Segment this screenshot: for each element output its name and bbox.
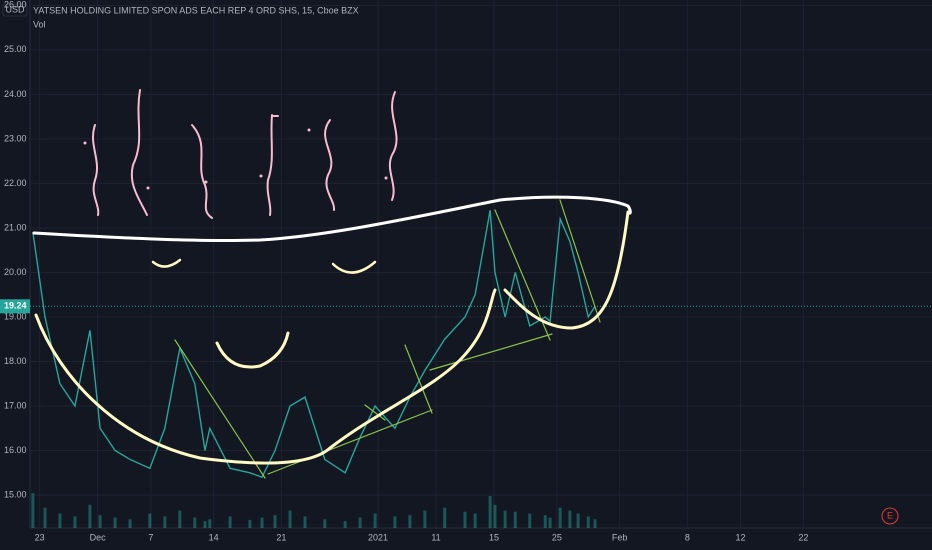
x-tick-label: 11 — [431, 532, 440, 542]
volume-bar — [303, 516, 307, 528]
currency-box — [2, 3, 28, 17]
volume-bar — [203, 521, 207, 528]
y-tick-label: 23.00 — [4, 133, 27, 143]
y-tick-label: 21.00 — [4, 222, 27, 232]
volume-bar — [43, 507, 47, 528]
y-tick-label: 18.00 — [4, 356, 27, 366]
volume-bar — [260, 517, 264, 528]
volume-bar — [113, 517, 117, 528]
volume-bar — [31, 493, 35, 528]
volume-bar — [73, 516, 77, 528]
volume-bar — [358, 517, 362, 528]
volume-label: Vol — [33, 19, 46, 29]
y-tick-label: 25.00 — [4, 44, 27, 54]
volume-bar — [193, 517, 197, 528]
x-tick-label: 21 — [276, 532, 286, 542]
volume-bar — [208, 519, 212, 528]
volume-bar — [273, 515, 277, 528]
volume-bar — [548, 517, 552, 528]
x-tick-label: 15 — [489, 532, 499, 542]
volume — [31, 493, 597, 528]
x-tick-label: Dec — [90, 532, 107, 542]
volume-bar — [543, 515, 547, 528]
drawings — [32, 89, 632, 479]
volume-bar — [163, 516, 167, 528]
chart-title: YATSEN HOLDING LIMITED SPON ADS EACH REP… — [33, 5, 359, 15]
volume-bar — [528, 513, 532, 528]
volume-bar — [423, 510, 427, 528]
y-tick-label: 26.00 — [4, 0, 27, 10]
volume-bar — [488, 496, 492, 528]
earnings-label[interactable]: E — [887, 510, 893, 520]
volume-bar — [593, 519, 597, 528]
volume-bar — [228, 516, 232, 528]
volume-bar — [443, 507, 447, 528]
x-tick-label: 23 — [35, 532, 45, 542]
volume-bar — [586, 516, 590, 528]
y-tick-label: 17.00 — [4, 400, 27, 410]
volume-bar — [473, 513, 477, 528]
volume-bar — [513, 511, 517, 528]
volume-bar — [576, 513, 580, 528]
volume-bar — [248, 519, 252, 528]
volume-bar — [98, 515, 102, 528]
volume-bar — [58, 513, 62, 528]
y-tick-label: 20.00 — [4, 267, 27, 277]
volume-bar — [493, 504, 497, 528]
x-tick-label: 25 — [552, 532, 562, 542]
volume-bar — [408, 515, 412, 528]
price-line — [32, 210, 596, 479]
volume-bar — [323, 519, 327, 528]
volume-bar — [568, 510, 572, 528]
x-tick-label: 7 — [148, 532, 153, 542]
volume-bar — [343, 521, 347, 528]
last-price-tag — [0, 299, 30, 314]
last-price-label: 19.24 — [4, 301, 27, 311]
x-tick-label: 12 — [735, 532, 745, 542]
x-tick-label: 14 — [209, 532, 219, 542]
volume-bar — [288, 510, 292, 528]
volume-bar — [373, 513, 377, 528]
x-tick-label: 22 — [798, 532, 808, 542]
y-tick-label: 19.00 — [4, 311, 27, 321]
y-tick-label: 15.00 — [4, 489, 27, 499]
volume-bar — [178, 510, 182, 528]
volume-bar — [393, 516, 397, 528]
y-tick-label: 22.00 — [4, 178, 27, 188]
volume-bar — [88, 504, 92, 528]
grid — [30, 0, 932, 528]
volume-bar — [463, 511, 467, 528]
earnings-marker[interactable] — [881, 507, 899, 525]
volume-bar — [148, 513, 152, 528]
x-tick-label: Feb — [612, 532, 628, 542]
volume-bar — [503, 510, 507, 528]
x-tick-label: 2021 — [368, 532, 388, 542]
volume-bar — [558, 507, 562, 528]
y-tick-label: 16.00 — [4, 445, 27, 455]
x-tick-label: 8 — [685, 532, 690, 542]
volume-bar — [128, 519, 132, 528]
y-tick-label: 24.00 — [4, 89, 27, 99]
currency: USD — [5, 4, 25, 14]
price — [30, 210, 932, 479]
